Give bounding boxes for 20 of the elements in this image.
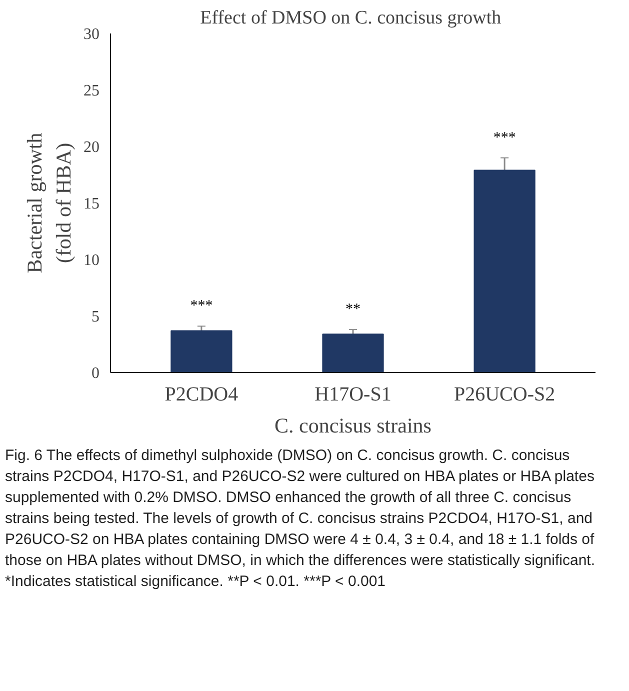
y-tick-label: 5 <box>92 308 100 326</box>
x-tick-label: H17O-S1 <box>314 384 392 406</box>
chart-title: Effect of DMSO on C. concisus growth <box>200 8 502 28</box>
bar <box>474 170 536 372</box>
x-axis-title: C. concisus strains <box>274 414 432 438</box>
caption: Fig. 6 The effects of dimethyl sulphoxide (DMSO) on C. concisus growth. C. concisus strains P2CDO4, H17O-S1, and P26UCO-S2 were cultured on HBA plates or HBA plates supplemented with 0.2% DMSO. DMSO enhanced the growth of all three C. concisus strains being tested. The levels of growth of C. concisus strains P2CDO4, H17O-S1, and P26UCO-S2 on HBA plates containing DMSO were 4 ± 0.4, 3 ± 0.4, and 18 ± 1.1 folds of those on HBA plates without DMSO, in which the differences were statistically significant. *Indicates statistical significance. **P < 0.01. ***P < 0.001 <box>5 446 596 592</box>
y-tick-label: 25 <box>84 82 100 100</box>
x-tick-label: P26UCO-S2 <box>454 384 556 406</box>
y-tick-label: 15 <box>84 196 100 212</box>
bar <box>170 330 232 372</box>
data-label: *** <box>493 130 516 146</box>
y-tick-label: 0 <box>92 365 100 382</box>
bar <box>322 334 384 372</box>
y-axis-title: Bacterial growth (fold of HBA) <box>22 132 76 274</box>
data-label: *** <box>190 298 213 314</box>
y-tick-label: 30 <box>84 26 100 43</box>
y-tick-label: 10 <box>84 252 100 269</box>
x-tick-label: P2CDO4 <box>164 384 238 406</box>
data-label: ** <box>346 302 360 318</box>
y-tick-label: 20 <box>84 139 100 156</box>
